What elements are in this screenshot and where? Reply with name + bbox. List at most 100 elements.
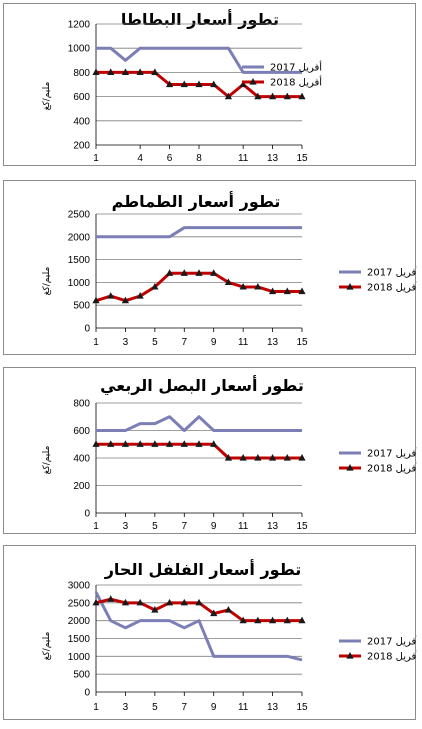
legend-label: أفريل 2018 [270,76,322,89]
x-tick-label: 15 [296,702,308,713]
chart-title: تطور أسعار البصل الربعي [100,375,304,396]
x-tick-label: 11 [238,521,249,532]
x-tick-label: 1 [93,337,99,348]
data-point-marker [195,598,203,606]
series-line-2017 [96,226,302,239]
x-tick-label: 7 [182,702,188,713]
data-point-marker [195,269,203,276]
data-point-marker [151,282,159,290]
x-tick-label: 15 [296,521,308,532]
chart-panel-potatoes: تطور أسعار البطاطا مليم/كغ 200 400 600 800 1… [3,3,416,166]
y-tick-label: 0 [84,509,90,520]
legend-label: أفريل 2017 [367,635,417,648]
x-tick-label: 3 [123,337,129,348]
x-tick-label: 11 [238,702,249,713]
x-tick-label: 8 [196,153,202,164]
data-point-marker [107,68,115,75]
data-point-marker [268,92,277,100]
data-point-marker [107,440,115,447]
chart-svg-potatoes: تطور أسعار البطاطا مليم/كغ 200 400 600 800 1… [42,9,323,165]
data-point-marker [224,605,233,613]
data-point-marker [107,595,115,602]
data-point-marker [151,440,159,447]
legend-label: أفريل 2018 [367,281,417,294]
data-point-marker [298,287,306,295]
data-point-marker [268,287,277,295]
y-tick-label: 0 [84,324,90,335]
data-point-marker [283,92,291,100]
data-point-marker [283,287,291,295]
data-point-marker [254,616,262,624]
data-point-marker [239,282,247,290]
y-tick-label: 1000 [68,44,91,55]
series-line-2017 [96,46,302,74]
data-point-marker [165,80,174,88]
y-tick-label: 400 [73,454,90,465]
x-tick-label: 11 [238,337,249,348]
data-point-marker [136,440,144,447]
x-tick-label: 11 [238,153,249,164]
y-tick-label: 1500 [68,255,91,266]
x-tick-label: 5 [152,337,158,348]
data-point-marker [254,92,262,100]
y-axis-label: مليم/كغ [42,267,52,296]
legend-label: أفريل 2017 [270,61,322,74]
x-tick-label: 7 [182,521,188,532]
x-tick-label: 13 [267,702,279,713]
data-point-marker [224,92,233,100]
legend-marker [346,652,354,659]
y-tick-label: 0 [84,688,90,699]
chart-panel-onions: تطور أسعار البصل الربعي مليم/كغ 0 200 400 6… [3,367,417,534]
y-tick-label: 200 [73,481,90,492]
x-tick-label: 13 [267,521,279,532]
data-point-marker [239,454,247,461]
legend-label: أفريل 2018 [367,650,417,663]
legend-marker [249,78,257,85]
y-tick-label: 2000 [68,616,91,627]
data-point-marker [254,282,262,290]
x-tick-label: 9 [211,702,217,713]
data-point-marker [298,92,306,100]
data-point-marker [283,454,291,461]
x-tick-label: 1 [93,521,99,532]
y-tick-label: 200 [73,141,90,152]
data-point-marker [254,454,262,461]
y-tick-label: 3000 [68,581,91,592]
data-point-marker [195,440,203,447]
x-tick-label: 3 [123,521,129,532]
data-point-marker [268,454,277,461]
data-point-marker [180,440,188,447]
y-tick-label: 600 [73,426,90,437]
data-point-marker [136,598,144,606]
x-tick-label: 13 [267,153,279,164]
data-point-marker [165,269,174,276]
plot-area: 200 400 600 800 1000 1200 1 4 6 8 11 13 15 أفريل 2017… [68,20,323,165]
data-point-marker [210,609,218,617]
y-axis-label: مليم/كغ [42,446,52,475]
x-tick-label: 1 [93,153,99,164]
y-tick-label: 500 [73,301,90,312]
chart-svg-onions: تطور أسعار البصل الربعي مليم/كغ 0 200 400 6… [42,375,417,533]
legend-marker [346,464,354,471]
x-tick-label: 13 [267,337,279,348]
data-point-marker [210,440,218,447]
data-point-marker [92,296,100,304]
data-point-marker [298,454,306,461]
data-point-marker [92,598,100,606]
legend-marker [346,283,354,290]
data-point-marker [239,616,247,624]
data-point-marker [121,598,130,606]
x-tick-label: 9 [211,521,217,532]
data-point-marker [283,616,291,624]
data-point-marker [239,80,247,88]
y-tick-label: 500 [73,670,90,681]
y-tick-label: 800 [73,399,90,410]
y-tick-label: 600 [73,92,90,103]
series-line-2017 [94,591,303,662]
chart-title: تطور أسعار البطاطا [121,9,279,29]
x-tick-label: 6 [167,153,173,164]
x-tick-label: 5 [152,702,158,713]
